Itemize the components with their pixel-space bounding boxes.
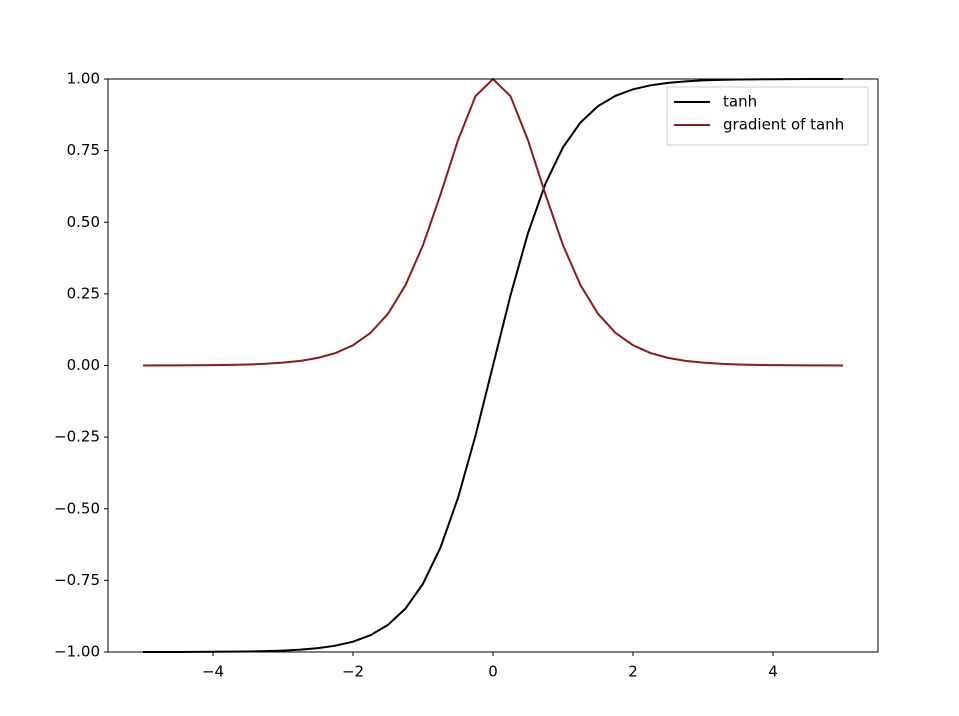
legend-box: [666, 86, 869, 146]
line-series: [143, 78, 843, 653]
y-tick-label: −0.50: [54, 499, 100, 517]
x-tick-label: −2: [342, 663, 364, 681]
y-tick-label: 0.50: [67, 213, 100, 231]
x-tick-label: −4: [202, 663, 224, 681]
y-tick-label: −0.25: [54, 428, 100, 446]
x-tick-label: 0: [488, 663, 498, 681]
x-tick-label: 2: [628, 663, 638, 681]
plot-frame: [107, 78, 879, 653]
legend-label: gradient of tanh: [723, 116, 844, 134]
y-tick-label: −1.00: [54, 643, 100, 661]
y-tick-label: 1.00: [67, 70, 100, 88]
y-tick-label: 0.75: [67, 141, 100, 159]
y-tick-label: 0.00: [67, 356, 100, 374]
y-tick-label: −0.75: [54, 571, 100, 589]
y-tick-label: 0.25: [67, 284, 100, 302]
legend-label: tanh: [723, 93, 757, 111]
x-tick-label: 4: [768, 663, 778, 681]
